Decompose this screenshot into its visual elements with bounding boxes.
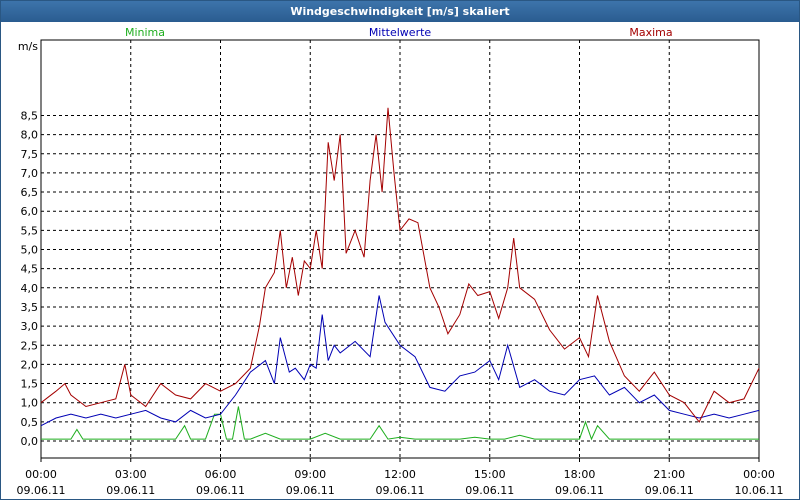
legend-min: Minima bbox=[125, 26, 165, 39]
y-tick-label: 7,5 bbox=[21, 148, 39, 161]
x-tick-date: 09.06.11 bbox=[645, 484, 694, 497]
y-tick-label: 4,5 bbox=[21, 263, 39, 276]
y-tick-label: 4,0 bbox=[21, 282, 39, 295]
x-tick-date: 09.06.11 bbox=[376, 484, 425, 497]
series-line-max bbox=[40, 107, 760, 423]
y-tick-label: 0,0 bbox=[21, 435, 39, 448]
y-tick-label: 3,5 bbox=[21, 301, 39, 314]
y-tick-label: 5,5 bbox=[21, 224, 39, 237]
x-tick-time: 12:00 bbox=[384, 468, 416, 481]
y-tick-label: 8,0 bbox=[21, 129, 39, 142]
x-tick-time: 03:00 bbox=[115, 468, 147, 481]
x-tick-date: 09.06.11 bbox=[465, 484, 514, 497]
y-tick-label: 1,5 bbox=[21, 378, 39, 391]
x-tick-time: 00:00 bbox=[743, 468, 775, 481]
y-tick-label: 2,0 bbox=[21, 358, 39, 371]
y-tick-label: 6,5 bbox=[21, 186, 39, 199]
legend-mean: Mittelwerte bbox=[369, 26, 432, 39]
y-tick-label: 6,0 bbox=[21, 205, 39, 218]
window-title: Windgeschwindigkeit [m/s] skaliert bbox=[1, 1, 799, 22]
x-tick-date: 09.06.11 bbox=[17, 484, 66, 497]
x-tick-time: 15:00 bbox=[474, 468, 506, 481]
x-tick-date: 09.06.11 bbox=[106, 484, 155, 497]
y-tick-label: 5,0 bbox=[21, 244, 39, 257]
y-tick-label: 1,0 bbox=[21, 397, 39, 410]
x-tick-date: 09.06.11 bbox=[286, 484, 335, 497]
x-tick-time: 00:00 bbox=[25, 468, 57, 481]
x-tick-time: 06:00 bbox=[205, 468, 237, 481]
y-tick-label: 7,0 bbox=[21, 167, 39, 180]
x-tick-date: 10.06.11 bbox=[735, 484, 784, 497]
y-tick-label: 3,0 bbox=[21, 320, 39, 333]
series-line-mean bbox=[40, 295, 760, 427]
x-tick-date: 09.06.11 bbox=[196, 484, 245, 497]
y-axis-label: m/s bbox=[18, 40, 38, 53]
y-tick-label: 0,5 bbox=[21, 416, 39, 429]
y-tick-label: 8,5 bbox=[21, 109, 39, 122]
legend-max: Maxima bbox=[629, 26, 672, 39]
x-tick-time: 09:00 bbox=[294, 468, 326, 481]
x-tick-time: 21:00 bbox=[653, 468, 685, 481]
series-line-min bbox=[41, 406, 759, 441]
x-tick-date: 09.06.11 bbox=[555, 484, 604, 497]
y-tick-label: 2,5 bbox=[21, 339, 39, 352]
x-tick-time: 18:00 bbox=[564, 468, 596, 481]
